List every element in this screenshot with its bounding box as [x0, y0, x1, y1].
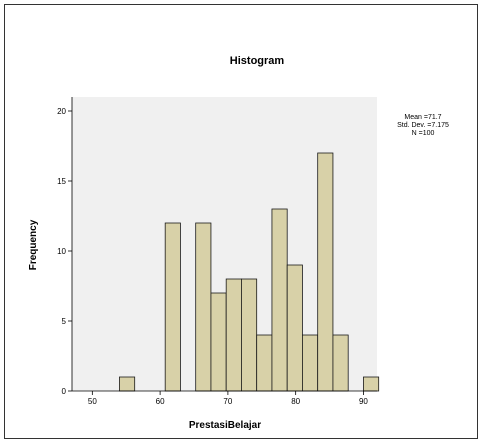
x-tick-label: 90 — [359, 397, 368, 406]
histogram-bar — [317, 152, 334, 392]
stat-std-dev: Std. Dev. =7.175 — [397, 122, 449, 129]
chart-frame: Histogram 50 60 70 80 90 0 5 10 15 20 PrestasiBel… — [4, 4, 478, 439]
x-axis-label: PrestasiBelajar — [189, 420, 261, 431]
y-axis-label: Frequency — [28, 219, 39, 270]
histogram-bar — [256, 334, 273, 392]
histogram-bar — [271, 208, 288, 392]
y-tick-label: 5 — [62, 317, 67, 326]
ticks-group: 50 60 70 80 90 0 5 10 15 20 — [57, 107, 368, 406]
histogram-chart: Histogram 50 60 70 80 90 0 5 10 15 20 PrestasiBel… — [28, 55, 449, 431]
histogram-bar — [225, 278, 242, 392]
y-tick-label: 0 — [62, 387, 67, 396]
y-tick-label: 10 — [57, 247, 66, 256]
x-tick-label: 80 — [291, 397, 300, 406]
stats-box: Mean =71.7 Std. Dev. =7.175 N =100 — [397, 114, 449, 137]
x-tick-label: 60 — [156, 397, 165, 406]
histogram-bar — [195, 222, 212, 392]
histogram-bar — [164, 222, 181, 392]
chart-title: Histogram — [230, 55, 285, 67]
stat-mean: Mean =71.7 — [404, 114, 441, 121]
y-tick-label: 15 — [57, 177, 66, 186]
stat-n: N =100 — [412, 130, 435, 137]
axes-group — [71, 97, 377, 392]
x-tick-label: 70 — [223, 397, 232, 406]
x-tick-label: 50 — [88, 397, 97, 406]
histogram-bar — [210, 292, 227, 392]
bars-group — [119, 152, 380, 392]
histogram-bar — [119, 376, 136, 392]
histogram-bar — [363, 376, 380, 392]
histogram-bar — [302, 334, 319, 392]
histogram-bar — [241, 278, 258, 392]
histogram-bar — [332, 334, 349, 392]
y-tick-label: 20 — [57, 107, 66, 116]
histogram-bar — [286, 264, 303, 392]
